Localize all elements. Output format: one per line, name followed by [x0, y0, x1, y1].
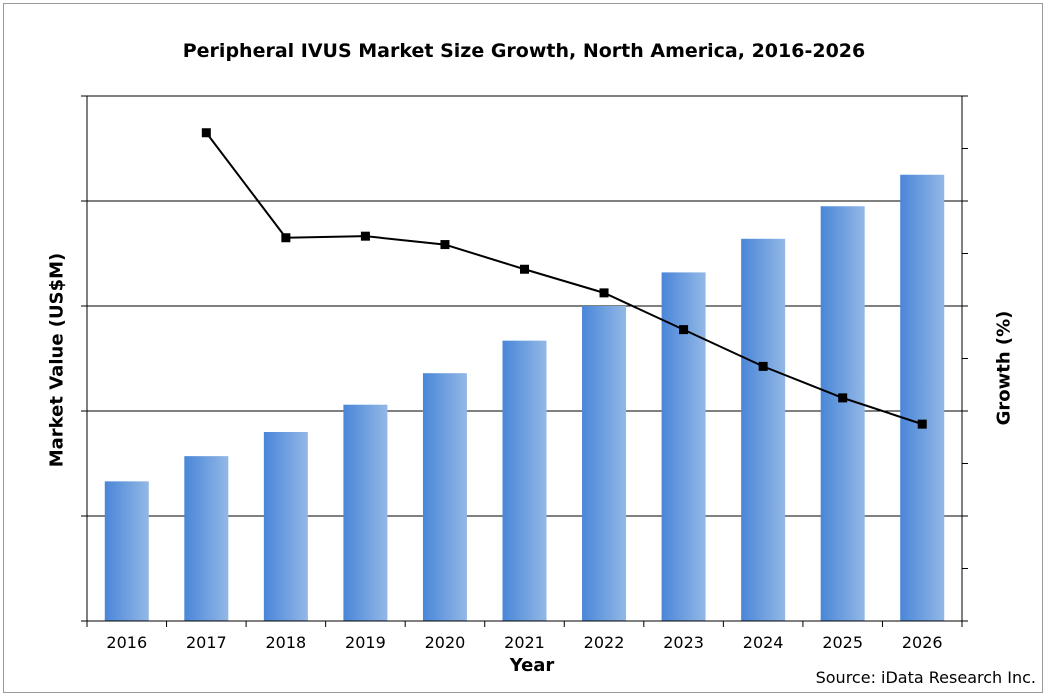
x-tick-label: 2024 — [743, 633, 784, 652]
bar — [104, 481, 149, 621]
bar — [502, 340, 547, 621]
growth-point — [679, 325, 689, 335]
bar — [343, 404, 388, 621]
bar — [661, 272, 706, 621]
growth-line — [205, 132, 923, 426]
growth-point — [201, 128, 211, 138]
x-tick-label: 2017 — [186, 633, 227, 652]
growth-point — [360, 231, 370, 241]
x-tick-label: 2020 — [425, 633, 466, 652]
growth-point — [440, 240, 450, 250]
bar — [184, 456, 229, 621]
x-tick-label: 2016 — [106, 633, 147, 652]
growth-point — [281, 233, 291, 243]
growth-point — [520, 264, 529, 274]
growth-point — [758, 361, 768, 371]
x-tick-label: 2019 — [345, 633, 386, 652]
bar — [582, 306, 627, 621]
growth-point — [599, 288, 609, 298]
x-tick-label: 2026 — [902, 633, 943, 652]
x-tick-label: 2025 — [822, 633, 863, 652]
x-axis-label: Year — [509, 655, 555, 676]
x-tick-label: 2023 — [663, 633, 704, 652]
bar — [263, 432, 308, 621]
chart-title: Peripheral IVUS Market Size Growth, Nort… — [182, 40, 866, 62]
bar — [741, 238, 786, 622]
x-tick-label: 2021 — [504, 633, 545, 652]
growth-point — [917, 419, 927, 429]
bar — [900, 174, 945, 621]
x-tick-label: 2022 — [584, 633, 625, 652]
growth-point — [838, 393, 848, 403]
source-note: Source: iData Research Inc. — [815, 668, 1036, 687]
bar — [422, 373, 467, 621]
bar — [820, 206, 865, 621]
x-tick-label: 2018 — [266, 633, 307, 652]
chart-frame — [3, 3, 1043, 693]
